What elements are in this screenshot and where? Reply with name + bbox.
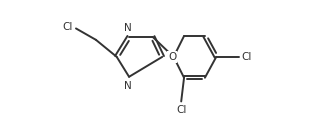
Text: O: O — [168, 52, 176, 62]
Text: Cl: Cl — [242, 52, 252, 62]
Text: Cl: Cl — [63, 22, 73, 32]
Text: N: N — [124, 81, 132, 91]
Text: Cl: Cl — [176, 105, 186, 115]
Text: N: N — [124, 23, 132, 33]
